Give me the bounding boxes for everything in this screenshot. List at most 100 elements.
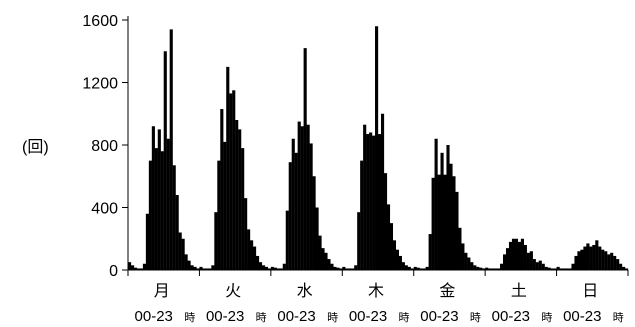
bar-日-13 <box>595 240 599 270</box>
bar-火-15 <box>244 198 248 271</box>
bar-火-16 <box>247 229 251 271</box>
y-tick-label: 1600 <box>82 13 118 30</box>
bar-月-5 <box>142 263 147 270</box>
bar-木-11 <box>375 26 379 270</box>
bar-木-7 <box>363 124 367 270</box>
bar-月-1 <box>130 265 135 270</box>
hour-range-label: 00-23 <box>563 308 601 325</box>
bar-土-2 <box>491 268 495 270</box>
bar-金-17 <box>464 252 468 270</box>
day-label: 火 <box>225 283 241 300</box>
bar-木-13 <box>380 113 385 270</box>
bar-木-23 <box>410 268 414 270</box>
bar-火-2 <box>205 268 209 270</box>
bar-木-18 <box>395 249 399 270</box>
bar-水-22 <box>336 267 340 270</box>
day-label: 土 <box>511 282 527 300</box>
bar-月-16 <box>175 195 179 270</box>
bar-火-11 <box>232 90 236 270</box>
day-label: 木 <box>368 282 384 300</box>
bar-月-18 <box>181 238 185 270</box>
bar-土-13 <box>523 245 527 270</box>
hour-unit-label: 時 <box>613 311 624 324</box>
bar-月-17 <box>178 232 182 270</box>
bar-日-21 <box>619 263 623 270</box>
hour-unit-label: 時 <box>327 311 338 324</box>
bar-土-4 <box>497 268 501 270</box>
bar-土-17 <box>535 262 539 270</box>
bar-水-20 <box>330 263 334 270</box>
bar-火-23 <box>267 268 272 270</box>
bar-木-0 <box>342 266 346 271</box>
hour-range-label: 00-23 <box>135 308 173 325</box>
bar-火-5 <box>214 212 218 270</box>
bar-金-19 <box>470 262 474 270</box>
bar-月-3 <box>136 268 141 270</box>
bar-金-5 <box>428 234 432 270</box>
bar-土-16 <box>532 259 536 270</box>
bar-水-7 <box>291 138 295 270</box>
bar-日-12 <box>592 245 596 270</box>
bar-水-14 <box>312 176 316 270</box>
bar-日-0 <box>556 266 560 271</box>
hour-unit-label: 時 <box>184 311 195 324</box>
bar-火-17 <box>250 240 254 270</box>
bar-日-10 <box>586 243 590 270</box>
bar-月-0 <box>128 262 132 270</box>
bar-月-10 <box>157 129 161 271</box>
day-label: 金 <box>439 282 455 300</box>
bar-土-14 <box>526 252 530 270</box>
bar-金-12 <box>449 163 453 270</box>
y-axis-ticks: 0 400 800 1200 1600 <box>82 13 128 280</box>
bar-火-8 <box>223 141 227 271</box>
bar-日-6 <box>574 255 578 270</box>
bar-金-18 <box>467 257 471 270</box>
hour-range-label: 00-23 <box>420 308 458 325</box>
day-label: 水 <box>297 282 313 300</box>
bar-日-23 <box>625 268 629 270</box>
bar-木-5 <box>357 212 361 270</box>
bar-水-16 <box>318 235 322 271</box>
bar-土-8 <box>508 241 513 271</box>
bar-日-8 <box>580 249 584 270</box>
bar-日-15 <box>601 249 605 270</box>
bar-木-19 <box>398 255 402 270</box>
bar-火-10 <box>229 93 233 270</box>
y-tick-label: 800 <box>91 138 118 155</box>
bar-火-4 <box>211 265 215 270</box>
bar-金-22 <box>479 267 483 270</box>
bar-火-13 <box>238 129 242 271</box>
bar-月-20 <box>187 260 191 271</box>
day-label: 月 <box>154 283 170 300</box>
bar-土-21 <box>547 267 551 270</box>
bar-月-23 <box>196 268 200 270</box>
bar-金-23 <box>482 268 486 270</box>
bar-日-2 <box>562 268 566 270</box>
bar-金-13 <box>452 176 456 270</box>
bar-土-5 <box>500 263 504 270</box>
bar-日-20 <box>616 259 620 270</box>
bar-火-19 <box>255 255 260 270</box>
bar-日-14 <box>598 246 602 270</box>
bar-木-12 <box>378 134 382 270</box>
bar-火-12 <box>235 120 239 270</box>
bar-金-21 <box>476 266 480 271</box>
bar-日-11 <box>589 246 593 270</box>
bar-日-19 <box>613 255 617 270</box>
bar-木-14 <box>383 173 388 271</box>
bar-土-22 <box>550 268 554 270</box>
bar-金-7 <box>434 138 438 270</box>
bar-日-9 <box>583 246 587 270</box>
bar-土-15 <box>529 251 533 270</box>
bar-土-23 <box>553 268 557 270</box>
bar-金-10 <box>443 174 447 270</box>
bar-火-21 <box>261 265 266 270</box>
bar-木-1 <box>345 268 349 270</box>
bar-水-13 <box>309 143 313 270</box>
axes <box>127 16 629 276</box>
bar-日-4 <box>568 268 572 270</box>
bar-金-9 <box>440 152 444 270</box>
bar-月-15 <box>172 165 176 270</box>
bar-火-3 <box>208 268 212 270</box>
bar-火-20 <box>258 262 263 270</box>
